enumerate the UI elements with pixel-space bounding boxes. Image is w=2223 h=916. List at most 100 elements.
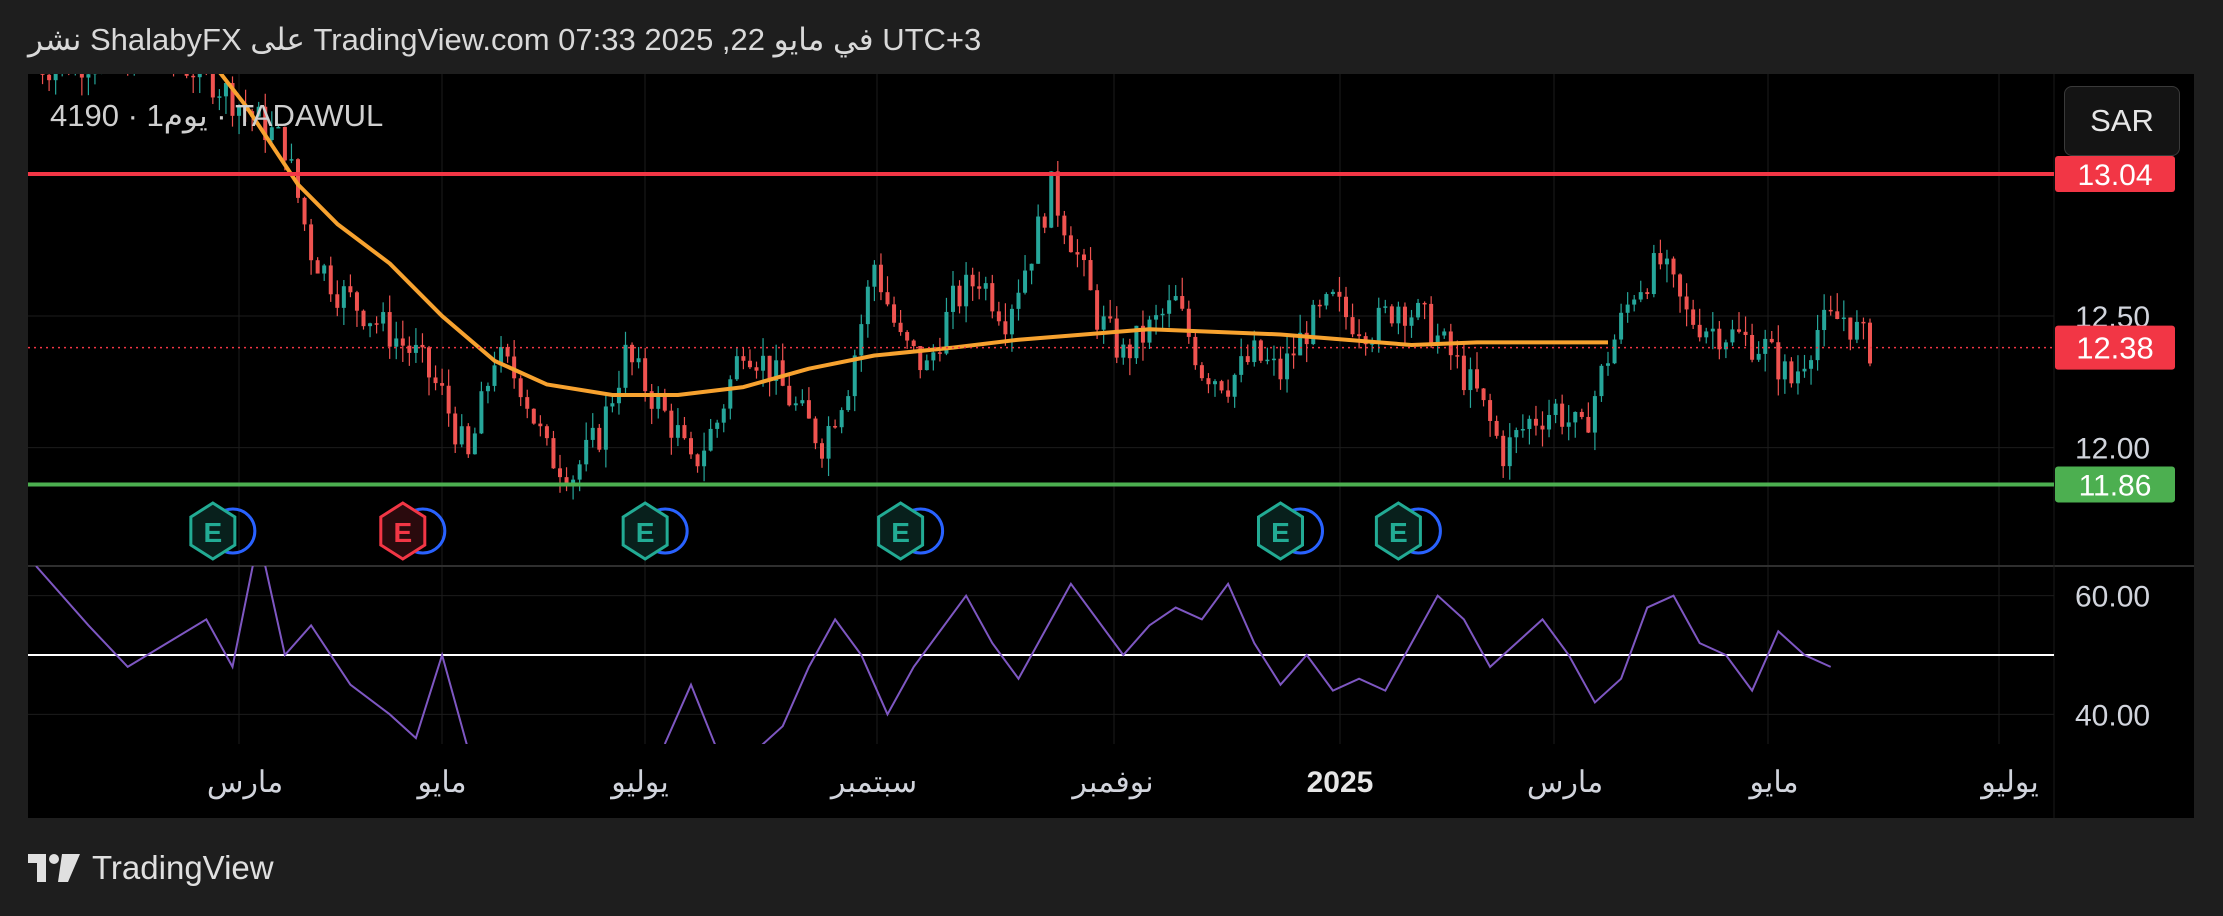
currency-button[interactable]: SAR	[2064, 86, 2180, 156]
candle-body	[512, 356, 517, 379]
candle-body	[1278, 358, 1283, 380]
candle-body	[551, 438, 556, 469]
candle-body	[957, 285, 962, 307]
candle-body	[944, 311, 949, 354]
candle-body	[1645, 292, 1650, 295]
candle-body	[381, 312, 386, 324]
candle-body	[354, 292, 359, 311]
candle-body	[1461, 355, 1466, 391]
candle-body	[1606, 363, 1610, 366]
candle-body	[368, 323, 373, 327]
candle-body	[348, 286, 353, 293]
candle-body	[1252, 340, 1257, 363]
candle-body	[734, 356, 739, 380]
candle-body	[1547, 414, 1552, 430]
candle-body	[833, 426, 838, 428]
candle-body	[427, 347, 431, 378]
price-tick-label: 12.00	[2075, 433, 2150, 466]
time-axis-label: مايو	[1747, 766, 1798, 800]
candles	[40, 74, 1872, 500]
candle-body	[937, 352, 942, 354]
candle-body	[53, 74, 58, 81]
time-axis-label: يوليو	[1979, 766, 2039, 800]
rsi-line	[761, 581, 1832, 744]
candle-body	[1167, 300, 1172, 314]
candle-body	[1841, 317, 1846, 320]
candle-body	[217, 96, 222, 98]
candle-body	[1023, 270, 1028, 293]
candle-body	[1186, 308, 1191, 337]
candle-body	[1036, 216, 1041, 264]
candle-body	[1494, 420, 1499, 436]
candle-body	[610, 403, 615, 407]
candle-body	[1455, 355, 1460, 357]
candle-body	[826, 426, 831, 459]
candle-body	[1422, 302, 1427, 305]
candle-body	[1776, 342, 1781, 380]
candle-body	[806, 400, 811, 419]
candle-body	[1376, 307, 1381, 344]
candle-body	[79, 74, 84, 78]
candle-body	[1416, 302, 1421, 318]
candle-body	[374, 323, 379, 325]
candle-body	[1848, 317, 1853, 340]
candle-body	[721, 408, 726, 423]
candle-body	[872, 264, 877, 287]
publish-info: نشر ShalabyFX على TradingView.com 07:33 …	[28, 22, 982, 57]
chart-frame[interactable]: 13.04 11.86 12.50 12.00 12.38 E E E E E E 60.00 40.0…	[28, 74, 2194, 818]
earnings-icon	[1374, 501, 1422, 561]
candle-body	[584, 439, 589, 465]
candle-body	[1055, 171, 1060, 216]
candle-body	[1435, 335, 1440, 346]
candle-body	[970, 274, 975, 287]
candle-body	[1822, 309, 1827, 331]
candle-body	[1213, 381, 1217, 385]
candle-body	[669, 410, 674, 438]
candle-body	[1468, 369, 1473, 391]
candle-body	[1723, 342, 1728, 350]
candle-body	[1520, 429, 1525, 431]
candle-body	[1835, 311, 1840, 319]
candle-body	[878, 264, 883, 293]
candle-body	[394, 338, 399, 347]
candle-body	[223, 83, 228, 97]
candle-body	[747, 360, 752, 368]
time-axis-label: 2025	[1307, 766, 1374, 799]
candle-body	[702, 450, 707, 467]
candle-body	[1664, 258, 1669, 265]
candle-body	[1357, 334, 1362, 337]
earnings-marker-label: E	[636, 517, 655, 548]
candle-body	[1854, 321, 1859, 340]
candle-body	[754, 367, 759, 371]
candle-body	[846, 396, 851, 411]
candle-body	[852, 355, 857, 397]
candle-body	[1271, 358, 1276, 361]
candle-body	[518, 378, 523, 398]
candle-body	[459, 426, 464, 445]
candle-body	[1691, 309, 1696, 325]
last-price-label: 12.38	[2076, 331, 2154, 366]
candle-body	[1173, 296, 1178, 301]
support-price-tag	[2055, 466, 2175, 503]
candle-body	[191, 75, 196, 78]
candle-body	[544, 426, 549, 439]
candle-body	[787, 385, 792, 406]
candle-body	[1016, 292, 1021, 309]
candle-body	[649, 391, 654, 409]
candle-body	[309, 224, 314, 261]
candle-body	[40, 74, 45, 75]
moving-average-line	[218, 74, 1608, 397]
candle-body	[433, 377, 438, 384]
candle-body	[499, 347, 504, 366]
candle-body	[1651, 253, 1656, 295]
rsi-tick-label: 60.00	[2075, 581, 2150, 614]
footer-logo[interactable]: TradingView	[28, 848, 274, 888]
earnings-marker-label: E	[1271, 517, 1290, 548]
candle-body	[1501, 435, 1506, 467]
candle-body	[636, 358, 641, 363]
candle-body	[1330, 291, 1335, 295]
candle-body	[289, 159, 294, 161]
candle-body	[1756, 353, 1761, 360]
candle-body	[1429, 303, 1434, 346]
